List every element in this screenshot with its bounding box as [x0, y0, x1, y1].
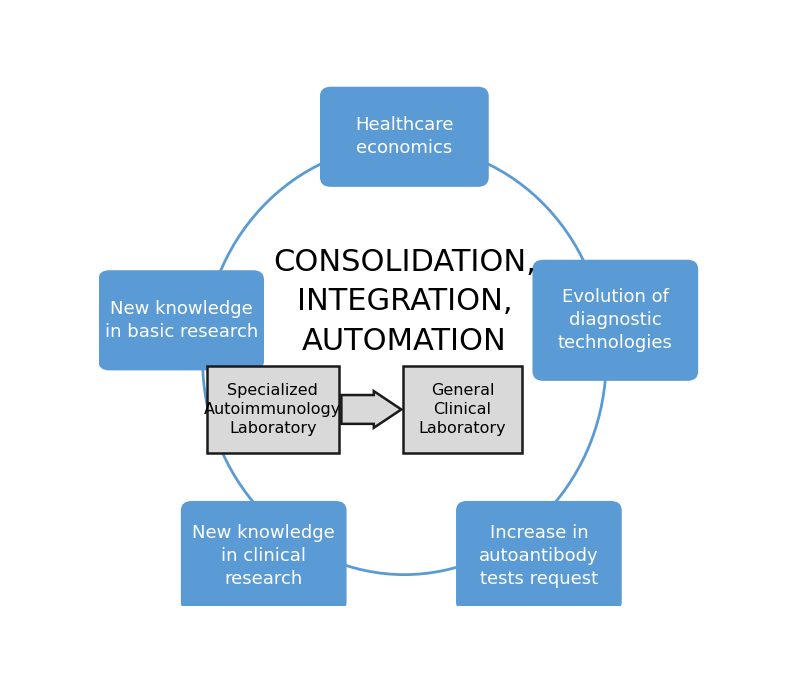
- Text: Specialized
Autoimmunology
Laboratory: Specialized Autoimmunology Laboratory: [204, 383, 342, 436]
- FancyBboxPatch shape: [403, 366, 522, 453]
- FancyBboxPatch shape: [181, 501, 346, 612]
- Text: CONSOLIDATION,: CONSOLIDATION,: [273, 248, 536, 277]
- Text: Evolution of
diagnostic
technologies: Evolution of diagnostic technologies: [558, 289, 673, 352]
- FancyBboxPatch shape: [99, 270, 264, 370]
- FancyBboxPatch shape: [320, 86, 488, 187]
- Text: New knowledge
in basic research: New knowledge in basic research: [105, 300, 258, 340]
- FancyBboxPatch shape: [208, 366, 338, 453]
- Text: AUTOMATION: AUTOMATION: [302, 327, 507, 355]
- Text: New knowledge
in clinical
research: New knowledge in clinical research: [193, 524, 335, 588]
- FancyBboxPatch shape: [533, 259, 698, 381]
- Polygon shape: [342, 391, 402, 428]
- Text: General
Clinical
Laboratory: General Clinical Laboratory: [419, 383, 507, 436]
- Text: Increase in
autoantibody
tests request: Increase in autoantibody tests request: [479, 524, 599, 588]
- Text: Healthcare
economics: Healthcare economics: [355, 116, 454, 157]
- Text: INTEGRATION,: INTEGRATION,: [297, 287, 512, 317]
- FancyBboxPatch shape: [456, 501, 622, 612]
